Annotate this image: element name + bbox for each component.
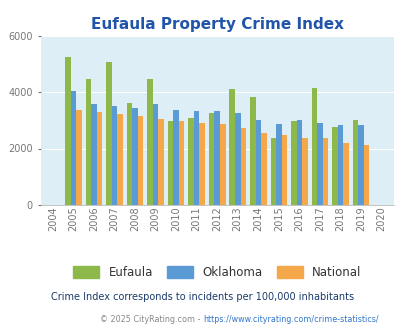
Bar: [126, 103, 132, 205]
Bar: [337, 125, 342, 205]
Bar: [301, 138, 307, 205]
Text: https://www.cityrating.com/crime-statistics/: https://www.cityrating.com/crime-statist…: [202, 315, 378, 324]
Bar: [363, 146, 369, 205]
Bar: [255, 120, 260, 205]
Bar: [188, 118, 194, 205]
Bar: [214, 111, 220, 205]
Bar: [147, 79, 152, 205]
Bar: [281, 135, 286, 205]
Text: © 2025 CityRating.com -: © 2025 CityRating.com -: [100, 315, 202, 324]
Bar: [91, 105, 96, 205]
Title: Eufaula Property Crime Index: Eufaula Property Crime Index: [90, 17, 343, 32]
Bar: [167, 121, 173, 205]
Bar: [352, 120, 357, 205]
Legend: Eufaula, Oklahoma, National: Eufaula, Oklahoma, National: [68, 261, 365, 283]
Bar: [152, 104, 158, 205]
Bar: [65, 57, 70, 205]
Bar: [132, 108, 138, 205]
Bar: [331, 127, 337, 205]
Bar: [138, 116, 143, 205]
Bar: [199, 123, 205, 205]
Bar: [249, 97, 255, 205]
Bar: [70, 91, 76, 205]
Bar: [296, 120, 301, 205]
Bar: [270, 138, 275, 205]
Bar: [85, 79, 91, 205]
Bar: [322, 138, 327, 205]
Bar: [179, 121, 184, 205]
Bar: [290, 121, 296, 205]
Bar: [220, 124, 225, 205]
Bar: [117, 114, 123, 205]
Bar: [229, 89, 234, 205]
Bar: [275, 123, 281, 205]
Bar: [209, 113, 214, 205]
Bar: [173, 110, 179, 205]
Bar: [76, 110, 81, 205]
Bar: [357, 125, 363, 205]
Bar: [158, 119, 164, 205]
Bar: [96, 112, 102, 205]
Bar: [311, 88, 316, 205]
Bar: [111, 106, 117, 205]
Bar: [342, 143, 348, 205]
Text: Crime Index corresponds to incidents per 100,000 inhabitants: Crime Index corresponds to incidents per…: [51, 292, 354, 302]
Bar: [260, 133, 266, 205]
Bar: [316, 123, 322, 205]
Bar: [240, 128, 245, 205]
Bar: [194, 112, 199, 205]
Bar: [234, 113, 240, 205]
Bar: [106, 62, 111, 205]
